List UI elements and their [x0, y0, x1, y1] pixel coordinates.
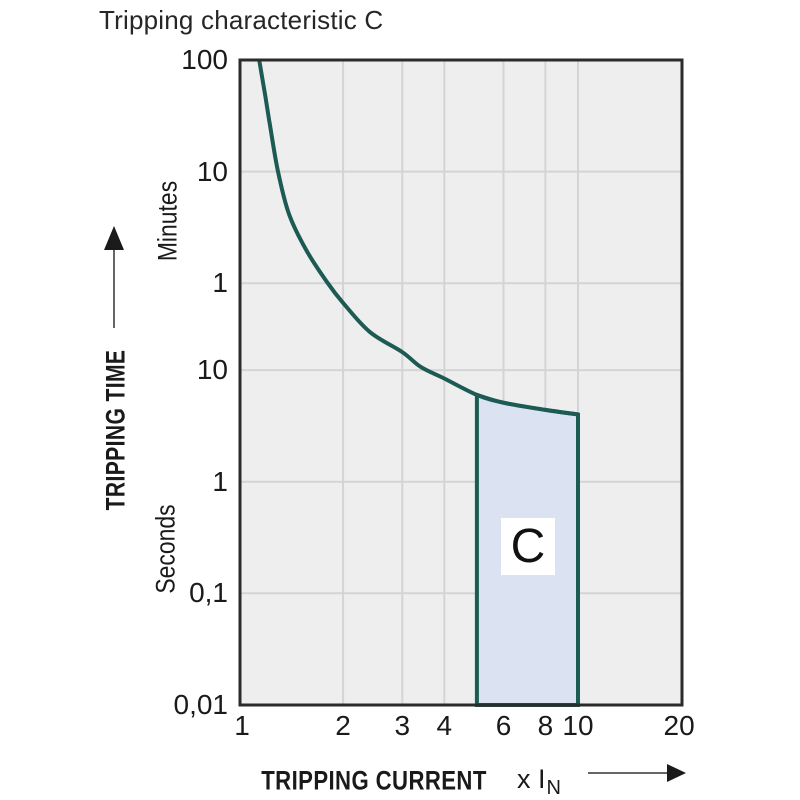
x-tick-label: 3 [394, 710, 411, 741]
y-tick-label: 10 [196, 155, 228, 187]
x-tick-label: 6 [495, 710, 512, 741]
multiplier-subscript: N [546, 777, 561, 799]
y-axis-unit-minutes: Minutes [152, 180, 183, 262]
y-tick-label: 1 [212, 465, 228, 497]
y-tick-label: 10 [196, 354, 228, 386]
trip-curve [257, 59, 579, 417]
x-tick-label: 20 [663, 710, 695, 741]
plot-frame [238, 58, 684, 707]
y-tick-label: 0,1 [189, 577, 228, 609]
y-tick-label: 1 [212, 267, 228, 299]
plot-background [240, 60, 682, 705]
region-c-label: C [501, 518, 555, 575]
y-axis-title: TRIPPING TIME [100, 349, 131, 511]
x-tick-label: 8 [537, 710, 554, 741]
multiplier-text: x I [517, 764, 546, 794]
x-axis-arrow-icon [588, 764, 686, 782]
y-tick-label: 0,01 [173, 689, 229, 720]
x-tick-label: 1 [234, 710, 250, 741]
x-axis-multiplier: x IN [517, 764, 561, 799]
chart-title: Tripping characteristic C [99, 5, 384, 35]
x-tick-label: 10 [562, 710, 594, 741]
x-tick-label: 2 [335, 710, 351, 741]
y-axis-arrow-icon [104, 226, 124, 328]
x-axis-title: TRIPPING CURRENT [261, 765, 487, 796]
y-tick-label: 100 [181, 44, 228, 75]
x-tick-label: 4 [436, 710, 453, 741]
